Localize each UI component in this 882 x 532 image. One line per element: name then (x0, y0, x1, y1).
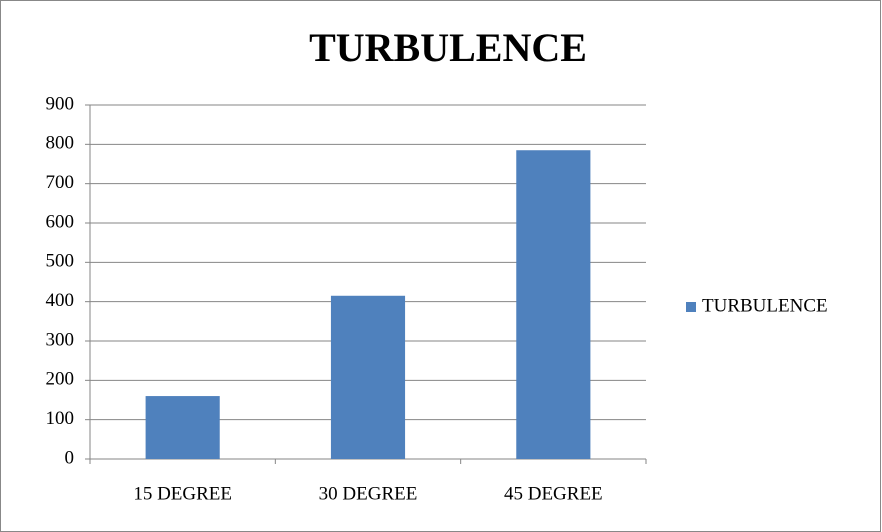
y-tick-label: 500 (46, 251, 75, 272)
bar (330, 295, 406, 459)
y-tick-label: 800 (46, 133, 75, 154)
y-tick-label: 700 (46, 172, 75, 193)
x-tick-label: 45 DEGREE (504, 483, 603, 504)
x-tick-label: 15 DEGREE (133, 483, 232, 504)
y-tick-label: 400 (46, 290, 75, 311)
legend-label: TURBULENCE (702, 295, 828, 316)
legend-swatch (686, 302, 696, 312)
y-tick-label: 300 (46, 329, 75, 350)
y-tick-label: 900 (46, 93, 75, 114)
bar (516, 150, 591, 459)
x-tick-label: 30 DEGREE (319, 483, 418, 504)
bar (145, 396, 220, 459)
y-tick-label: 100 (46, 408, 75, 429)
y-tick-label: 0 (65, 447, 75, 468)
chart-title: TURBULENCE (309, 25, 587, 70)
y-tick-label: 200 (46, 369, 75, 390)
y-tick-label: 600 (46, 211, 75, 232)
